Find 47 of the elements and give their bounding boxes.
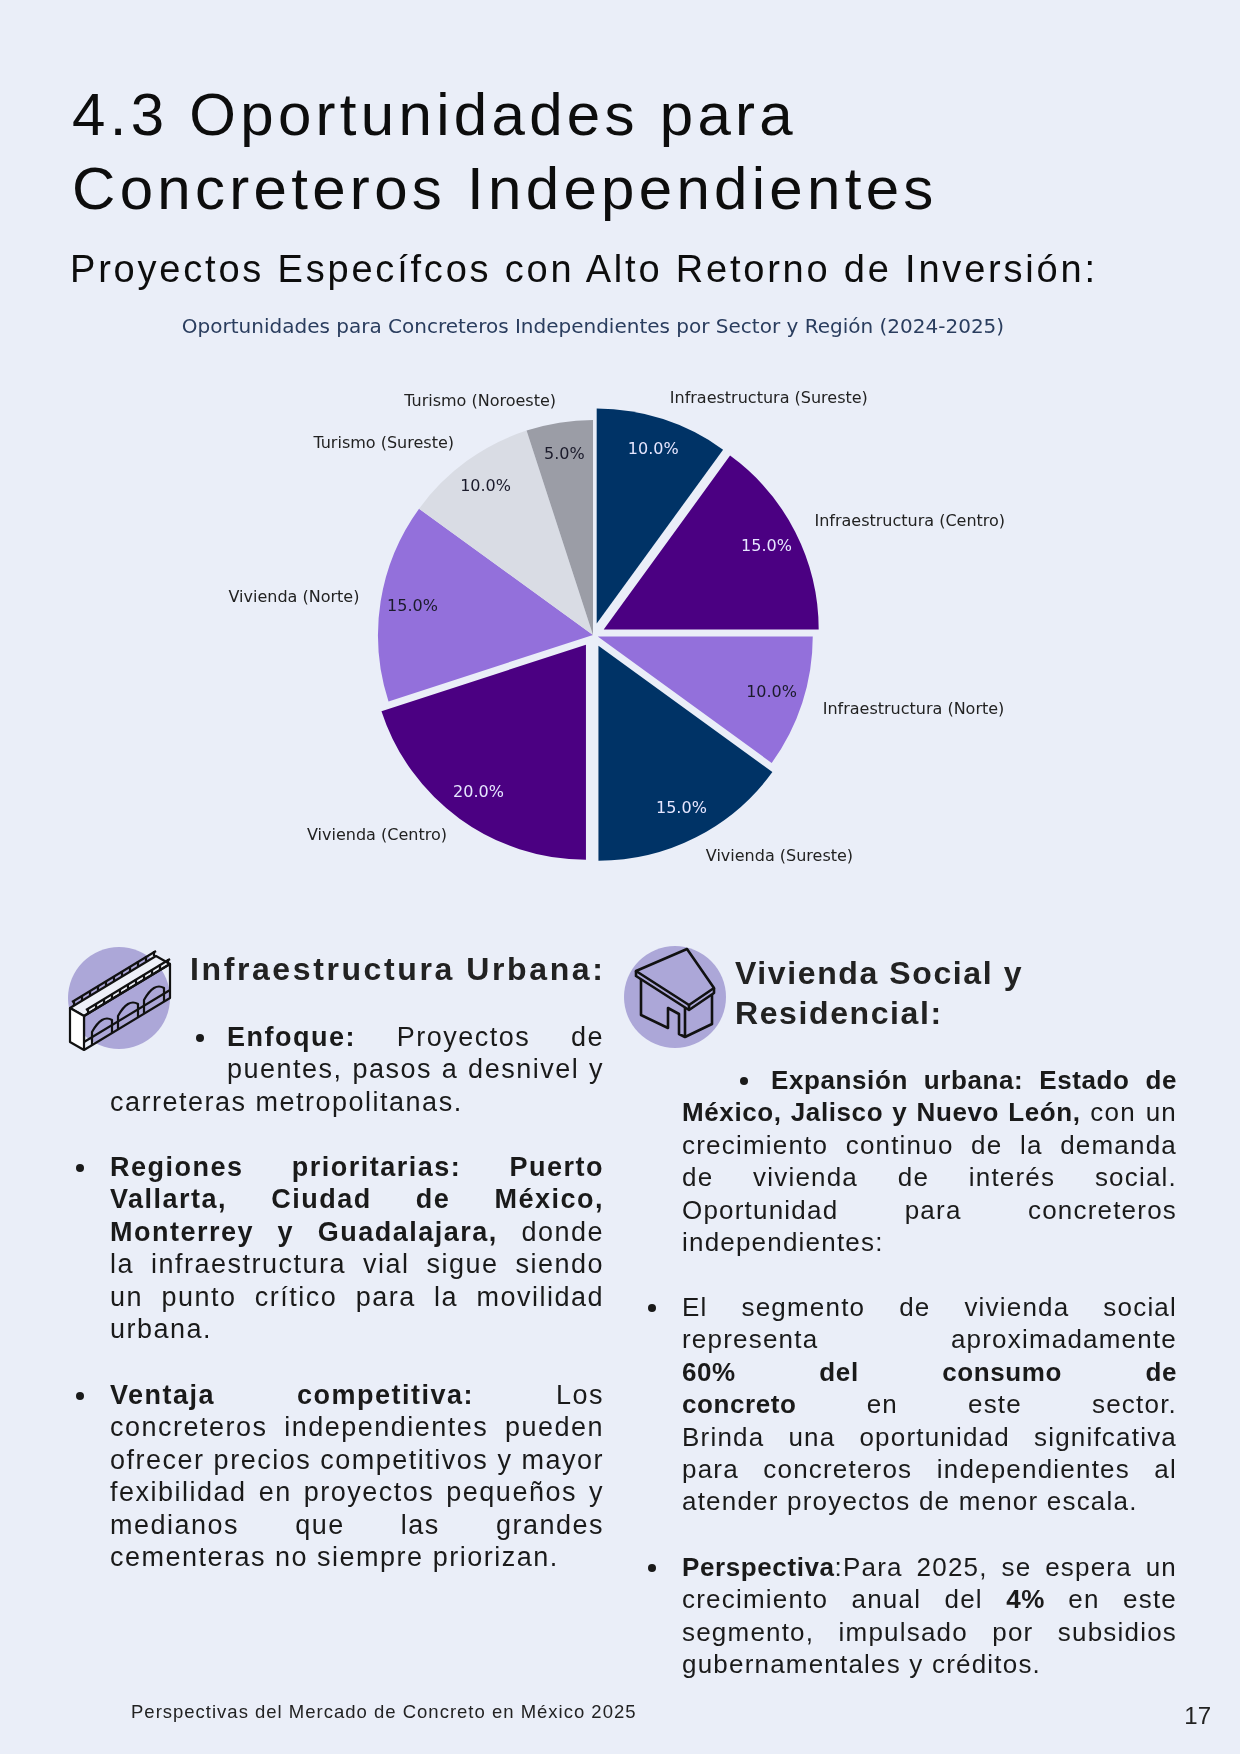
data-label: 15.0% — [741, 535, 792, 555]
data-label: 15.0% — [387, 595, 438, 615]
slice-label: Infraestructura (Sureste) — [669, 387, 868, 407]
text: 60% del consumo de — [682, 1356, 1177, 1387]
text: crecimiento continuo de la demanda de vivienda de interés social. Oportunidad para concreteros independientes: — [682, 1129, 1177, 1258]
text: Los — [555, 1380, 604, 1410]
text: Vivienda Social y Residencial: — [735, 954, 1025, 1033]
data-label: 5.0% — [544, 443, 585, 463]
text: Perspectiva — [682, 1552, 835, 1582]
text: Enfoque: — [227, 1022, 356, 1052]
text: El segmento de vivienda social representa aproximadamente — [682, 1292, 1177, 1355]
text: Brinda una oportunidad signifcativa para concreteros independientes al atender proyectos de menor escala. — [682, 1421, 1177, 1517]
chart-title: Oportunidades para Concreteros Independientes por Sector y Región (2024-2025) — [181, 314, 1005, 339]
data-label: 15.0% — [656, 797, 707, 817]
data-label: 10.0% — [746, 682, 797, 702]
text: la infraestructura vial sigue siendo un punto crítico para la movilidad urbana. — [110, 1249, 604, 1345]
slice-label: Vivienda (Norte) — [228, 587, 360, 607]
text: Infraestructura Urbana: — [190, 950, 606, 989]
text: Ventaja competitiva: — [110, 1380, 475, 1410]
text: concreteros independientes pueden ofrecer precios competitivos y mayor fexibilidad en proyectos pequeños y medianos que las grandes cementeras no siempre priorizan. — [110, 1412, 604, 1573]
text: México, Jalisco y Nuevo León, — [682, 1097, 1081, 1128]
text: :Para 2025, se espera un — [834, 1552, 1177, 1582]
data-label: 10.0% — [460, 476, 511, 496]
slice-label: Vivienda (Sureste) — [705, 845, 854, 865]
text: 4.3 Oportunidades para Concreteros Independientes — [72, 80, 939, 224]
text: Expansión urbana: Estado de — [771, 1065, 1177, 1095]
slice-label: Vivienda (Centro) — [307, 825, 447, 845]
data-label: 20.0% — [453, 781, 504, 801]
slice-label: Turismo (Sureste) — [312, 432, 454, 452]
text: Proyectos Específcos con Alto Retorno de Inversión: — [70, 247, 1098, 292]
text: donde — [521, 1216, 604, 1247]
text: crecimiento anual del — [682, 1584, 983, 1615]
text: concreto — [682, 1389, 797, 1420]
slice-label: Infraestructura (Norte) — [822, 698, 1005, 718]
data-label: 10.0% — [627, 438, 679, 458]
text: Monterrey y Guadalajara, — [110, 1216, 498, 1247]
text: puentes, pasos a desnivel y carreteras metropolitanas. — [110, 1054, 604, 1117]
text: 17 — [1184, 1702, 1211, 1730]
slice-label: Turismo (Noroeste) — [403, 390, 556, 410]
text: con un — [1090, 1097, 1177, 1128]
text: segmento, impulsado por subsidios gubernamentales y créditos. — [682, 1616, 1177, 1680]
text: Proyectos de — [396, 1022, 604, 1052]
text: en este — [1068, 1584, 1177, 1615]
text: 4% — [1006, 1584, 1045, 1615]
text: Perspectivas del Mercado de Concreto en México 2025 — [131, 1701, 637, 1723]
slice-label: Infraestructura (Centro) — [814, 511, 1006, 531]
text: en este sector. — [866, 1389, 1177, 1420]
